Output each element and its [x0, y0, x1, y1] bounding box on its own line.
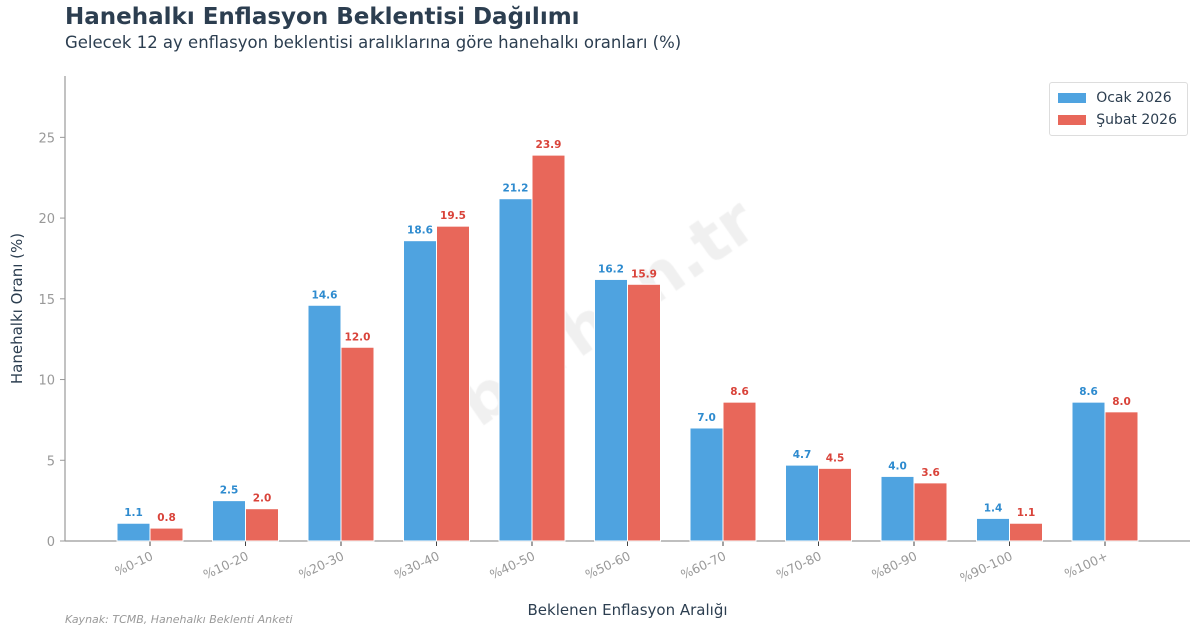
y-tick-label: 20 [38, 212, 55, 227]
bar-ocak [1071, 401, 1106, 542]
data-label: 1.1 [124, 507, 143, 519]
bar-subat [149, 527, 184, 542]
x-tick-label: %30-40 [392, 548, 442, 582]
data-label: 12.0 [345, 331, 371, 343]
legend-label: Şubat 2026 [1096, 112, 1177, 128]
data-label: 4.5 [826, 452, 845, 464]
data-label: 8.0 [1112, 396, 1131, 408]
y-tick-label: 25 [38, 131, 55, 146]
y-axis-label: Hanehalkı Oranı (%) [8, 233, 26, 384]
x-tick-label: %90-100 [958, 548, 1015, 585]
bar-subat [531, 154, 566, 542]
x-tick-label: %20-30 [296, 548, 346, 582]
y-tick-label: 15 [38, 293, 55, 308]
y-tick-label: 5 [47, 454, 55, 469]
bar-ocak [307, 304, 342, 542]
y-tick-label: 10 [38, 374, 55, 389]
bar-subat [1104, 411, 1139, 542]
x-tick-label: %0-10 [112, 548, 155, 579]
data-label: 19.5 [440, 210, 466, 222]
legend-label: Ocak 2026 [1096, 90, 1172, 106]
bar-ocak [498, 198, 533, 542]
chart-subtitle: Gelecek 12 ay enflasyon beklentisi aralı… [65, 33, 682, 52]
chart-title: Hanehalkı Enflasyon Beklentisi Dağılımı [65, 4, 580, 30]
source-note: Kaynak: TCMB, Hanehalkı Beklenti Anketi [65, 613, 293, 626]
legend-item-subat: Şubat 2026 [1058, 109, 1177, 131]
data-label: 8.6 [730, 386, 749, 398]
legend-swatch [1058, 93, 1087, 103]
bar-ocak [785, 464, 819, 542]
data-label: 1.1 [1017, 507, 1036, 519]
bar-ocak [976, 517, 1010, 542]
x-axis-label: Beklenen Enflasyon Aralığı [527, 601, 727, 619]
x-tick-label: %50-60 [583, 548, 633, 582]
bar-subat [1009, 522, 1043, 542]
bar-ocak [689, 427, 724, 542]
data-label: 3.6 [921, 467, 940, 479]
data-label: 2.5 [220, 485, 239, 497]
bar-subat [818, 467, 852, 542]
x-tick-label: %10-20 [201, 548, 251, 582]
legend-item-ocak: Ocak 2026 [1058, 87, 1177, 109]
data-label: 18.6 [407, 225, 433, 237]
data-label: 2.0 [253, 493, 272, 505]
x-tick-label: %60-70 [678, 548, 728, 582]
bar-subat [340, 346, 375, 542]
bar-subat [245, 508, 279, 542]
bar-subat [627, 283, 661, 542]
data-label: 1.4 [984, 502, 1003, 514]
bar-ocak [403, 240, 437, 542]
data-label: 21.2 [503, 183, 529, 195]
x-tick-label: %40-50 [487, 548, 537, 582]
data-label: 0.8 [157, 512, 176, 524]
bar-subat [913, 482, 948, 542]
bar-subat [436, 225, 470, 542]
legend-swatch [1058, 115, 1087, 125]
data-label: 23.9 [536, 139, 562, 151]
bar-subat [722, 401, 757, 542]
data-label: 8.6 [1079, 386, 1098, 398]
bar-ocak [594, 278, 628, 542]
x-tick-label: %80-90 [869, 548, 919, 582]
bar-ocak [880, 475, 915, 542]
data-label: 4.7 [793, 449, 812, 461]
legend: Ocak 2026 Şubat 2026 [1049, 82, 1188, 136]
x-tick-label: %70-80 [774, 548, 824, 582]
bar-ocak [116, 522, 151, 542]
x-tick-label: %100+ [1062, 548, 1110, 581]
data-label: 7.0 [697, 412, 716, 424]
bar-ocak [212, 500, 246, 542]
data-label: 14.6 [312, 289, 338, 301]
data-label: 16.2 [598, 263, 624, 275]
data-label: 4.0 [888, 460, 907, 472]
y-tick-label: 0 [47, 535, 55, 550]
data-label: 15.9 [631, 268, 657, 280]
